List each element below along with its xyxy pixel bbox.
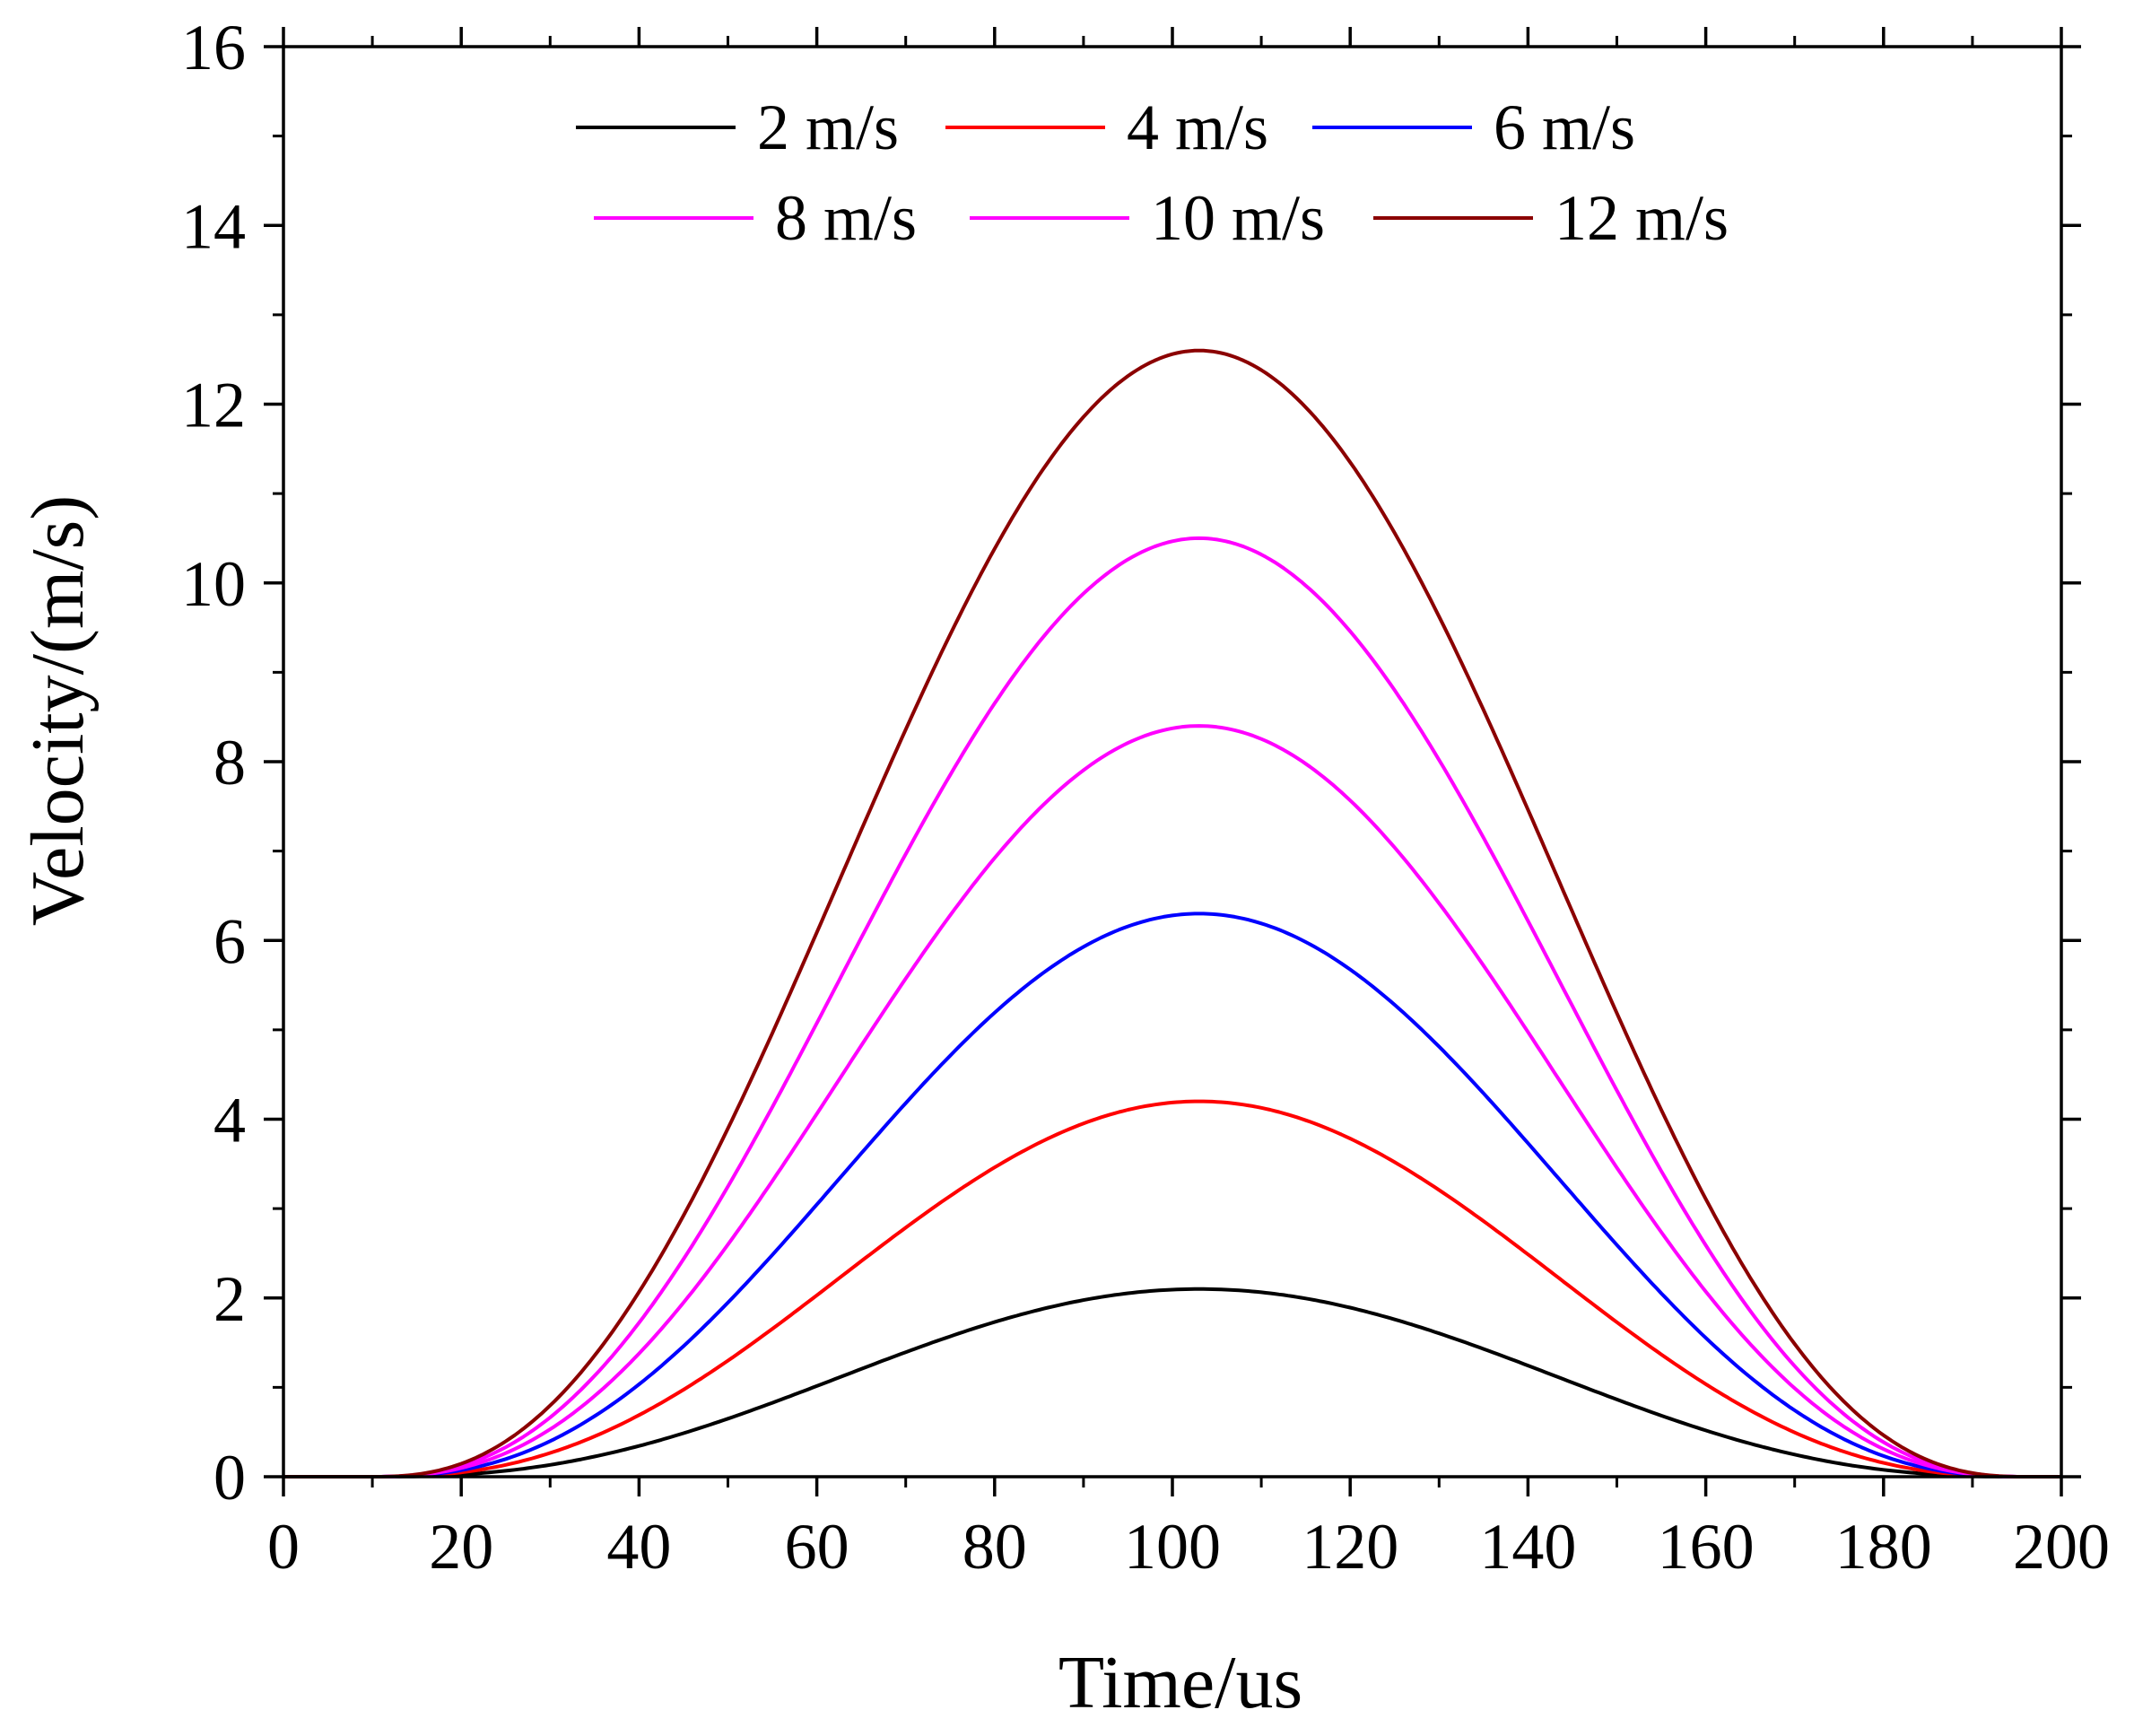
y-tick-label: 2 (213, 1263, 246, 1335)
x-tick-label: 80 (962, 1511, 1027, 1583)
x-axis-title: Time/us (1058, 1641, 1302, 1724)
axes: 0 20 40 60 80 100 120 140 160 180 200 0 2 4 6 8 10 12 14 16 (181, 12, 2110, 1583)
plot-area (282, 348, 2063, 1479)
legend-label-8-m-s: 8 m/s (775, 182, 917, 254)
legend: 2 m/s 4 m/s 6 m/s 8 m/s 10 m/s 12 m/s (576, 92, 1729, 254)
legend-label-2-m-s: 2 m/s (757, 92, 899, 163)
legend-label-10-m-s: 10 m/s (1151, 182, 1325, 254)
series-line-10-m-s (282, 536, 2063, 1479)
plot-frame (282, 45, 2063, 1479)
series-line-2-m-s (282, 1287, 2063, 1479)
series-line-6-m-s (282, 912, 2063, 1479)
x-tick-label: 120 (1302, 1511, 1398, 1583)
y-axis-title: Velocity/(m/s) (16, 495, 100, 927)
legend-label-12-m-s: 12 m/s (1555, 182, 1729, 254)
y-tick-label: 6 (213, 905, 246, 977)
x-tick-label: 20 (429, 1511, 493, 1583)
series-line-12-m-s (282, 348, 2063, 1479)
y-tick-label: 14 (181, 190, 246, 262)
x-tick-label: 100 (1124, 1511, 1221, 1583)
x-tick-label: 140 (1479, 1511, 1576, 1583)
y-tick-label: 0 (213, 1442, 246, 1514)
legend-label-4-m-s: 4 m/s (1127, 92, 1268, 163)
x-tick-label: 200 (2013, 1511, 2110, 1583)
x-tick-label: 180 (1835, 1511, 1932, 1583)
y-tick-label: 16 (181, 12, 246, 83)
x-tick-label: 60 (785, 1511, 849, 1583)
x-tick-label: 160 (1658, 1511, 1755, 1583)
series-line-8-m-s (282, 724, 2063, 1479)
legend-label-6-m-s: 6 m/s (1494, 92, 1635, 163)
x-tick-label: 40 (606, 1511, 671, 1583)
y-tick-label: 8 (213, 727, 246, 798)
series-line-4-m-s (282, 1099, 2063, 1479)
y-tick-label: 10 (181, 548, 246, 620)
x-tick-label: 0 (267, 1511, 300, 1583)
y-tick-label: 12 (181, 370, 246, 441)
y-tick-label: 4 (213, 1085, 246, 1156)
